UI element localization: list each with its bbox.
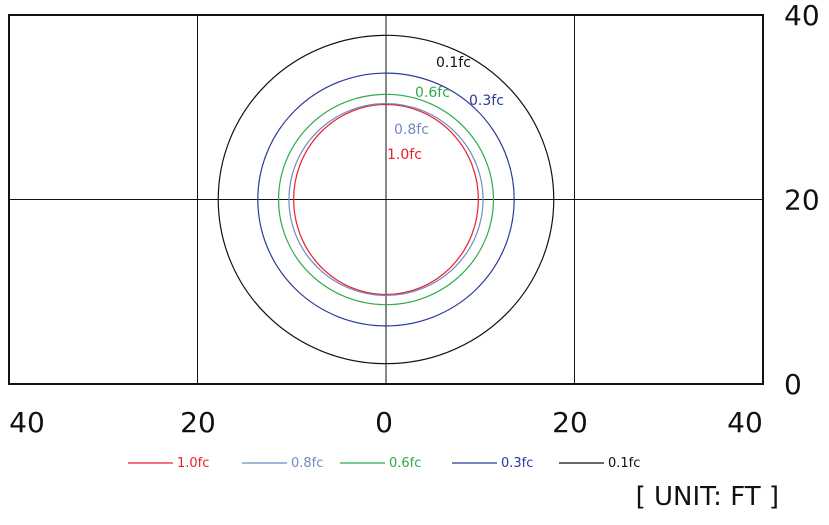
legend: 1.0fc 0.8fc 0.6fc 0.3fc 0.1fc: [128, 456, 640, 471]
contour-label: 0.3fc: [469, 93, 504, 109]
contour-label: 0.8fc: [394, 122, 429, 138]
legend-label: 1.0fc: [177, 456, 209, 471]
contour-1-0fc: [293, 103, 479, 296]
contour-0-1fc: [217, 34, 555, 365]
x-tick-label: 20: [180, 406, 216, 439]
contour-0-6fc: [277, 93, 495, 306]
contour-layer: [217, 34, 555, 365]
legend-label: 0.3fc: [501, 456, 533, 471]
x-tick-label: 40: [9, 406, 45, 439]
y-tick-label: 0: [784, 368, 802, 401]
tick-layer: 40 20 0 20 40 0 20 40: [9, 0, 819, 439]
legend-label: 0.6fc: [389, 456, 421, 471]
contour-label-layer: 1.0fc 0.8fc 0.6fc 0.3fc 0.1fc: [387, 55, 504, 163]
contour-label: 0.6fc: [415, 85, 450, 101]
y-tick-label: 20: [784, 184, 820, 217]
unit-label: [ UNIT: FT ]: [635, 482, 779, 512]
grid-layer: [8, 14, 764, 385]
legend-label: 0.8fc: [291, 456, 323, 471]
x-tick-label: 0: [375, 406, 393, 439]
contour-0-3fc: [257, 72, 515, 327]
x-tick-label: 20: [552, 406, 588, 439]
x-tick-label: 40: [727, 406, 763, 439]
y-tick-label: 40: [784, 0, 820, 32]
contour-label: 0.1fc: [436, 55, 471, 71]
contour-label: 1.0fc: [387, 147, 422, 163]
legend-label: 0.1fc: [608, 456, 640, 471]
contour-0-8fc: [288, 102, 484, 297]
